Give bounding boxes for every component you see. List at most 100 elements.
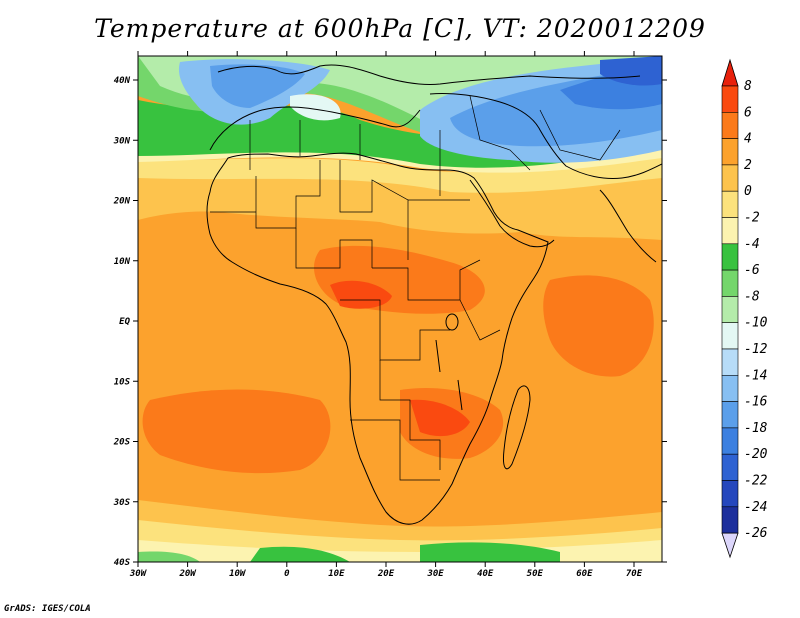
longitude-ticks	[137, 51, 635, 567]
lat-label: 20N	[113, 197, 131, 207]
field-4-6-south-atlantic	[142, 389, 331, 474]
colorbar-labels: 8 6 4 2 0 -2 -4 -6 -8 -10 -12 -14 -16 -18 -20 -22 -24 -26	[744, 79, 768, 541]
india-coastline	[599, 189, 657, 263]
border-west-africa	[255, 160, 321, 229]
europe-coastline	[217, 64, 641, 85]
field-4-6-indian-ocean	[543, 275, 654, 377]
lon-label: 30W	[129, 569, 148, 579]
software-credit: GrADS: IGES/COLA	[4, 604, 91, 614]
lat-label: EQ	[119, 317, 130, 327]
colorbar-segment	[721, 480, 739, 508]
border-central-africa	[372, 259, 481, 301]
colorbar-segment	[721, 348, 739, 376]
colorbar-segment	[721, 138, 739, 166]
lon-label: 10W	[229, 569, 247, 579]
lon-label: 60E	[576, 569, 593, 579]
border-middle-east	[469, 95, 621, 171]
colorbar-level-label: -22	[744, 474, 768, 489]
lat-label: 10N	[114, 257, 131, 267]
colorbar-level-label: 2	[744, 158, 752, 173]
lon-label: 0	[284, 569, 290, 579]
colorbar-level-label: 6	[744, 105, 752, 120]
colorbar-level-label: 0	[744, 184, 752, 199]
colorbar-level-label: -4	[744, 237, 760, 252]
field-6-8-south	[410, 399, 470, 437]
colorbar-segment	[721, 164, 739, 192]
mediterranean-south-coast	[209, 106, 421, 151]
colorbar-level-label: -14	[744, 368, 767, 383]
map-frame	[137, 55, 663, 563]
border-congo	[340, 299, 450, 361]
temperature-field	[138, 56, 662, 562]
lake-victoria	[445, 313, 459, 331]
lat-label: 40N	[114, 76, 131, 86]
colorbar-level-label: -20	[744, 447, 768, 462]
colorbar-segment	[721, 506, 739, 534]
lon-label: 20E	[377, 569, 395, 579]
colorbar-bottom-triangle	[721, 532, 739, 559]
red-sea-coastline	[469, 179, 555, 248]
lat-label: 10S	[114, 377, 131, 387]
lat-label: 30S	[113, 498, 131, 508]
colorbar-level-label: -26	[744, 526, 768, 541]
lat-label: 30N	[113, 136, 131, 146]
colorbar-level-label: -18	[744, 421, 768, 436]
border-nigeria	[295, 228, 373, 269]
colorbar-segment	[721, 322, 739, 350]
colorbar-top-triangle	[721, 58, 739, 87]
border-angola-zambia	[379, 360, 441, 470]
colorbar-level-label: -12	[744, 342, 768, 357]
colorbar-segment	[721, 269, 739, 297]
colorbar-segment	[721, 85, 739, 113]
colorbar-segment	[721, 190, 739, 218]
field-m6-m4-south	[250, 542, 560, 562]
colorbar-level-label: 8	[744, 79, 752, 94]
colorbar-segment	[721, 374, 739, 402]
lake-tanganyika	[435, 339, 441, 373]
africa-coastline	[206, 152, 549, 525]
coastlines	[206, 64, 662, 525]
field-m12-m10-patch	[290, 94, 341, 121]
lon-label: 40E	[477, 569, 494, 579]
border-sahel	[339, 160, 409, 260]
border-east-africa	[459, 299, 501, 341]
colorbar-segment	[721, 217, 739, 245]
longitude-labels: 30W 20W 10W 0 10E 20E 30E 40E 50E 60E 70E	[129, 569, 643, 579]
colorbar-level-label: -10	[744, 316, 768, 331]
colorbar-level-label: 4	[744, 132, 752, 147]
border-namibia-botswana	[350, 419, 440, 481]
country-borders	[210, 95, 621, 481]
colorbar-segment	[721, 112, 739, 139]
latitude-ticks	[133, 79, 667, 563]
colorbar-level-label: -6	[744, 263, 760, 278]
colorbar-level-label: -24	[744, 500, 767, 515]
madagascar-coastline	[503, 385, 531, 470]
field-m8-m6-south	[138, 551, 200, 562]
colorbar-level-label: -8	[744, 289, 760, 304]
lon-label: 50E	[527, 569, 544, 579]
colorbar-segment	[721, 427, 739, 455]
field-cold-nw-core	[210, 64, 305, 108]
lon-label: 30E	[426, 569, 444, 579]
lat-label: 20S	[113, 438, 131, 448]
lon-label: 10E	[328, 569, 345, 579]
lon-label: 20W	[178, 569, 197, 579]
colorbar-level-label: -16	[744, 395, 768, 410]
page-title: Temperature at 600hPa [C], VT: 202001220…	[94, 14, 706, 43]
field-m2-0-north	[138, 150, 662, 193]
colorbar-segment	[721, 296, 739, 323]
border-maghreb	[249, 120, 361, 170]
lake-malawi	[457, 379, 463, 411]
lon-label: 70E	[626, 569, 643, 579]
colorbar	[721, 58, 739, 559]
lakes	[435, 313, 463, 411]
middle-east-coastline	[429, 93, 662, 179]
colorbar-segment	[721, 401, 739, 429]
colorbar-segment	[721, 243, 739, 271]
latitude-labels: 40N 30N 20N 10N EQ 10S 20S 30S 40S	[113, 76, 131, 568]
field-6-8-central	[330, 280, 392, 309]
colorbar-segment	[721, 453, 739, 481]
lat-label: 40S	[114, 558, 131, 568]
colorbar-level-label: -2	[744, 211, 760, 226]
